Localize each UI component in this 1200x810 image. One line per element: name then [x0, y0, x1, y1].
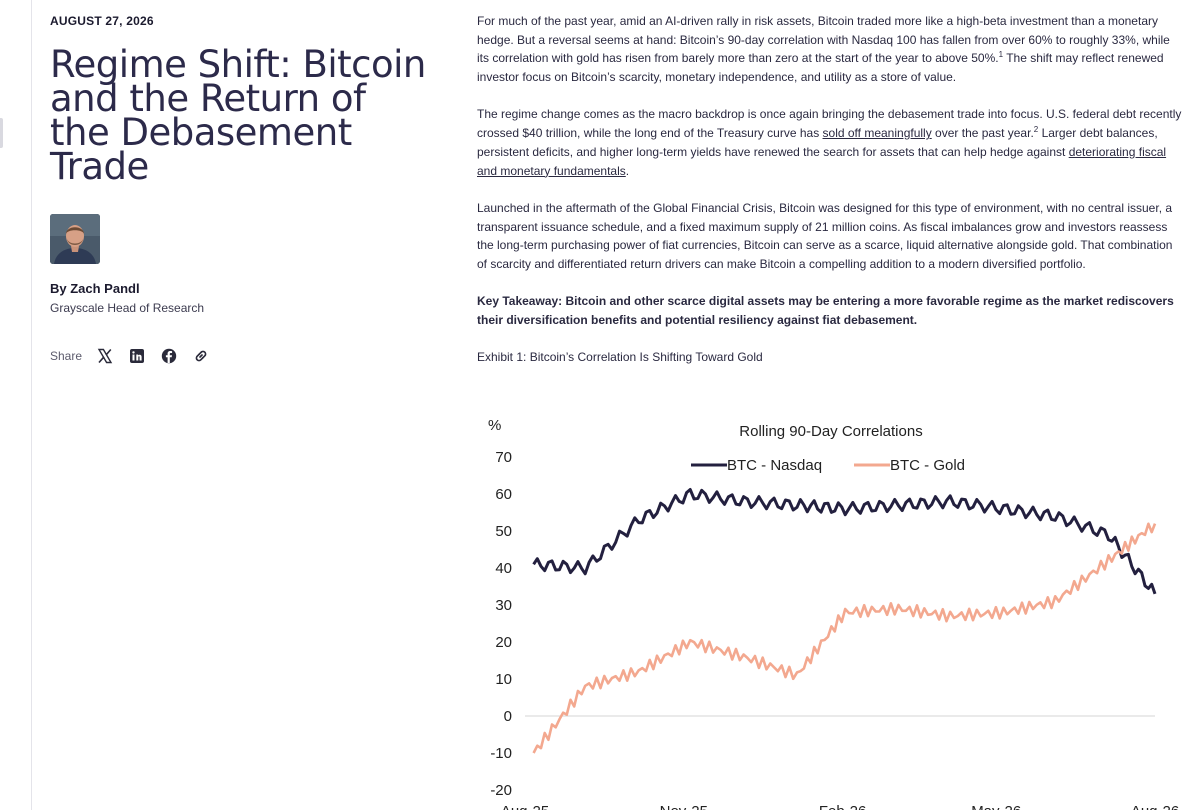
- y-tick-label: 10: [495, 671, 512, 688]
- x-tick-label: Aug-26: [1131, 803, 1179, 810]
- author-photo: [50, 214, 100, 264]
- author-role: Grayscale Head of Research: [50, 301, 205, 315]
- article-title: Regime Shift: Bitcoin and the Return of …: [50, 43, 426, 188]
- key-takeaway: Key Takeaway: Bitcoin and other scarce d…: [477, 294, 1174, 327]
- article-body: For much of the past year, amid an AI-dr…: [477, 12, 1182, 386]
- legend-label: BTC - Gold: [890, 457, 965, 474]
- paragraph-2: The regime change comes as the macro bac…: [477, 105, 1182, 180]
- edge-tab[interactable]: [0, 118, 3, 148]
- series-line: [532, 488, 1157, 595]
- p2-text-c: Larger debt balances, persistent deficit…: [477, 126, 1158, 159]
- chart-title: Rolling 90-Day Correlations: [739, 423, 922, 440]
- series-line: [532, 522, 1157, 754]
- author-avatar: [50, 214, 100, 264]
- share-bar: Share: [50, 346, 210, 365]
- x-tick-label: Feb-26: [819, 803, 867, 810]
- y-tick-label: 30: [495, 597, 512, 614]
- p1b-text: The shift may reflect renewed investor f…: [477, 51, 1164, 85]
- y-tick-label: 20: [495, 634, 512, 651]
- link-fundamentals[interactable]: deteriorating fiscal and monetary fundam…: [477, 144, 1167, 178]
- correlation-chart: % 70 60 50 40 30 20 10 0 -10 -20 Aug-25 Nov-25 Feb-26…: [477, 400, 1200, 810]
- facebook-icon[interactable]: [159, 346, 178, 365]
- y-tick-label: 40: [495, 560, 512, 577]
- exhibit-caption: Exhibit 1: Bitcoin’s Correlation Is Shif…: [477, 350, 763, 365]
- p2-text-a: The regime change comes as the macro bac…: [477, 107, 1182, 141]
- share-label: Share: [50, 348, 83, 363]
- p2-text-b: over the past year.: [931, 126, 1034, 141]
- p1-text: For much of the past year, amid an AI-dr…: [477, 14, 1170, 66]
- author-name: By Zach Pandl: [50, 281, 140, 296]
- x-tick-label: May-26: [971, 803, 1021, 810]
- y-tick-label: -10: [490, 745, 512, 762]
- y-tick-label: 50: [495, 523, 512, 540]
- paragraph-1: For much of the past year, amid an AI-dr…: [477, 12, 1182, 87]
- link-icon[interactable]: [191, 346, 210, 365]
- p2-text-d: .: [625, 163, 630, 178]
- x-tick-label: Aug-25: [501, 803, 549, 810]
- link-sold-off[interactable]: sold off meaningfully: [822, 126, 932, 141]
- left-divider: [31, 0, 32, 810]
- footnote-2[interactable]: 2: [1033, 125, 1039, 135]
- y-tick-label: 70: [495, 449, 512, 466]
- publish-date: AUGUST 27, 2026: [50, 14, 154, 28]
- y-tick-label: 60: [495, 486, 512, 503]
- footnote-1[interactable]: 1: [998, 50, 1004, 60]
- y-tick-label: 0: [504, 708, 512, 725]
- paragraph-3: Launched in the aftermath of the Global …: [477, 200, 1173, 271]
- y-unit-label: %: [488, 417, 501, 434]
- legend-label: BTC - Nasdaq: [727, 457, 822, 474]
- linkedin-icon[interactable]: [127, 346, 146, 365]
- x-tick-label: Nov-25: [660, 803, 708, 810]
- x-icon[interactable]: [95, 346, 114, 365]
- y-tick-label: -20: [490, 782, 512, 799]
- chart-svg: % 70 60 50 40 30 20 10 0 -10 -20 Aug-25 Nov-25 Feb-26…: [488, 417, 1179, 810]
